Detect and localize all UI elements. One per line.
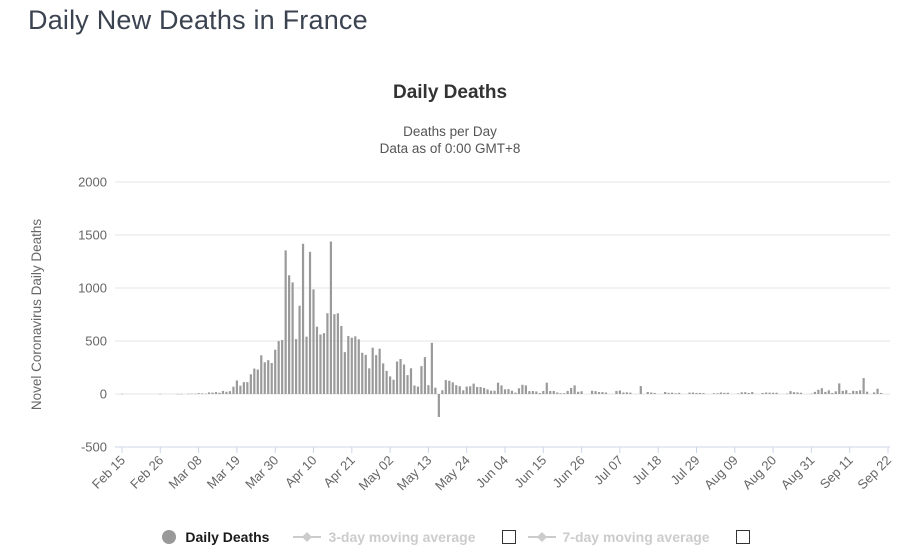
svg-text:0: 0 [100,387,107,402]
chart-subtitle-line2: Data as of 0:00 GMT+8 [379,141,521,156]
svg-text:Apr 10: Apr 10 [282,453,320,491]
checkbox-3day-avg[interactable] [501,530,516,544]
legend-item-7day-avg[interactable]: 7-day moving average [527,529,710,545]
chart-legend: Daily Deaths 3-day moving average 7-day … [0,522,900,552]
svg-text:Feb 26: Feb 26 [127,453,166,492]
svg-text:Jun 15: Jun 15 [511,453,549,491]
chart-title: Daily Deaths [392,82,508,103]
svg-text:May 13: May 13 [394,453,435,494]
svg-text:2000: 2000 [78,175,107,190]
svg-text:Aug 31: Aug 31 [778,453,818,493]
legend-label-7day-avg: 7-day moving average [562,529,710,545]
chart-subtitle-line1: Deaths per Day [403,124,497,139]
svg-text:1000: 1000 [78,281,107,296]
legend-item-daily-deaths[interactable]: Daily Deaths [162,529,269,545]
diamond-line-marker-icon [527,531,556,543]
legend-label-daily-deaths: Daily Deaths [185,529,270,545]
svg-text:Aug 20: Aug 20 [739,453,779,493]
svg-text:Sep 11: Sep 11 [817,453,856,492]
svg-text:500: 500 [85,334,107,349]
checkbox-7day-avg[interactable] [735,530,750,544]
svg-text:-500: -500 [81,440,107,455]
svg-text:Sep 22: Sep 22 [854,453,894,493]
circle-marker-icon [162,530,177,544]
svg-text:Jun 04: Jun 04 [473,453,511,491]
svg-text:Jul 29: Jul 29 [667,453,702,488]
svg-text:Novel Coronavirus Daily Deaths: Novel Coronavirus Daily Deaths [29,219,44,411]
svg-text:Mar 19: Mar 19 [204,453,243,492]
svg-text:May 02: May 02 [355,453,396,494]
svg-text:Jun 26: Jun 26 [550,453,588,491]
svg-text:Aug 09: Aug 09 [701,453,741,493]
svg-text:Apr 21: Apr 21 [320,453,358,491]
svg-text:Feb 15: Feb 15 [89,453,128,492]
diamond-line-marker-icon [293,531,322,543]
svg-text:Jul 18: Jul 18 [629,453,664,488]
page-title: Daily New Deaths in France [28,5,368,35]
svg-text:May 24: May 24 [432,453,473,494]
svg-text:Mar 30: Mar 30 [242,453,281,492]
legend-label-3day-avg: 3-day moving average [328,529,476,545]
svg-text:Mar 08: Mar 08 [165,453,204,492]
svg-text:Jul 07: Jul 07 [591,453,626,488]
legend-item-3day-avg[interactable]: 3-day moving average [293,529,476,545]
svg-text:1500: 1500 [78,228,107,243]
